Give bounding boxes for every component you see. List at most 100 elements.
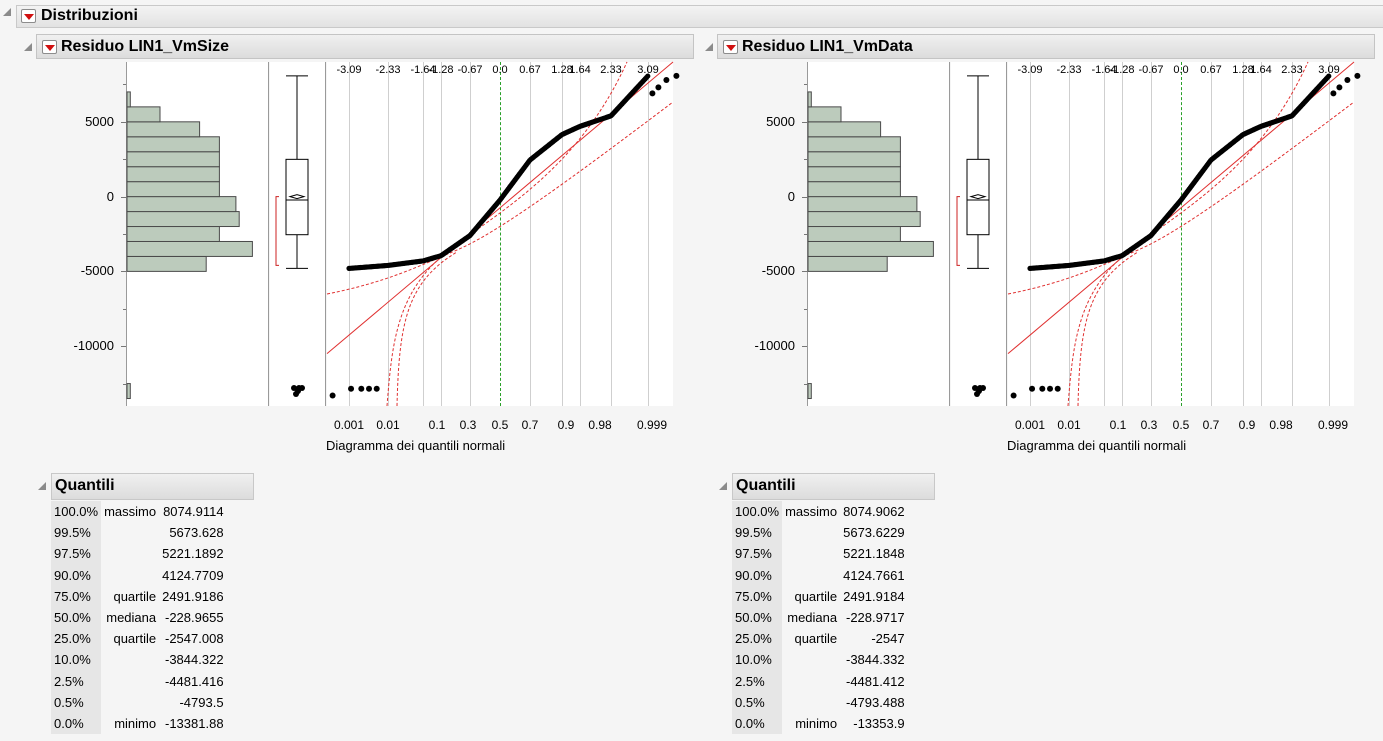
qq-outlier-point bbox=[1330, 90, 1337, 97]
quantile-row: 75.0% quartile 2491.9184 bbox=[732, 585, 908, 607]
normal-quantile-label: -1.64 bbox=[1091, 64, 1117, 76]
shortest-half-bracket bbox=[956, 196, 960, 266]
quantile-percent: 50.0% bbox=[732, 606, 783, 629]
quantile-grid-line bbox=[1292, 62, 1293, 406]
confidence-band-lower-tail bbox=[396, 251, 458, 407]
normal-quantile-label: 0.0 bbox=[492, 64, 508, 76]
quantile-grid-line bbox=[441, 62, 442, 406]
quantiles-table: 100.0% massimo 8074.9062 99.5% 5673.6229 97.5… bbox=[732, 501, 908, 735]
histogram-bar bbox=[126, 121, 201, 138]
quantile-percent: 0.5% bbox=[51, 691, 102, 713]
normal-quantile-label: -3.09 bbox=[336, 64, 362, 76]
probability-tick-label: 0.9 bbox=[557, 418, 575, 432]
probability-tick-label: 0.98 bbox=[1269, 418, 1293, 432]
variable-header: Residuo LIN1_VmData bbox=[717, 34, 1375, 59]
quantile-grid-line bbox=[648, 62, 649, 406]
red-triangle-menu-icon[interactable] bbox=[21, 9, 36, 23]
quantile-row: 90.0% 4124.7709 bbox=[51, 564, 227, 586]
quantile-percent: 25.0% bbox=[732, 628, 783, 650]
quantile-label bbox=[101, 522, 159, 543]
histogram-bar bbox=[126, 151, 220, 168]
qq-outlier-point bbox=[673, 72, 680, 79]
red-triangle-menu-icon[interactable] bbox=[723, 40, 738, 54]
quantile-label: quartile bbox=[794, 588, 838, 604]
red-triangle-menu-icon[interactable] bbox=[42, 40, 57, 54]
y-minor-tick bbox=[123, 308, 126, 310]
normal-quantile-label: 2.33 bbox=[1281, 64, 1303, 76]
probability-tick-label: 0.01 bbox=[1057, 418, 1081, 432]
normal-quantile-label: -0.67 bbox=[457, 64, 483, 76]
quantile-label bbox=[782, 543, 840, 564]
quantile-value: -3844.332 bbox=[846, 652, 905, 668]
histogram-bar bbox=[126, 255, 207, 272]
quantile-label bbox=[101, 543, 159, 564]
quantile-percent: 90.0% bbox=[51, 564, 102, 586]
y-tick-label: 5000 bbox=[85, 113, 114, 129]
quantile-grid-line bbox=[1329, 62, 1330, 406]
confidence-band-lower bbox=[1007, 101, 1355, 295]
quantile-value: 8074.9114 bbox=[163, 504, 224, 520]
histogram-bar bbox=[126, 106, 161, 123]
probability-tick-label: 0.7 bbox=[521, 418, 539, 432]
outlier-point bbox=[976, 388, 982, 395]
y-tick-mark bbox=[121, 196, 126, 198]
y-minor-tick bbox=[123, 159, 126, 161]
histogram-bar bbox=[126, 166, 220, 183]
qq-outlier-point bbox=[1047, 385, 1054, 392]
quantile-label bbox=[782, 565, 840, 586]
quantile-value: -228.9655 bbox=[165, 610, 224, 626]
collapse-triangle-icon[interactable] bbox=[24, 43, 32, 51]
normal-quantile-label: -1.28 bbox=[1109, 64, 1135, 76]
probability-tick-label: 0.9 bbox=[1238, 418, 1256, 432]
quantile-row: 97.5% 5221.1848 bbox=[732, 543, 908, 565]
quantile-label bbox=[101, 692, 159, 713]
quantile-row: 2.5% -4481.412 bbox=[732, 670, 908, 692]
y-tick-label: 5000 bbox=[766, 113, 795, 129]
quantile-grid-line bbox=[1030, 62, 1031, 406]
probability-tick-label: 0.5 bbox=[491, 418, 509, 432]
histogram-bar bbox=[807, 136, 901, 153]
probability-tick-label: 0.98 bbox=[588, 418, 612, 432]
y-tick-label: -5000 bbox=[761, 263, 795, 279]
normal-quantile-label: 0.67 bbox=[1200, 64, 1222, 76]
x-axis-title: Diagramma dei quantili normali bbox=[326, 438, 506, 453]
quantile-row: 0.0% minimo -13381.88 bbox=[51, 712, 227, 735]
histogram-bar bbox=[807, 196, 918, 213]
quantile-row: 75.0% quartile 2491.9186 bbox=[51, 585, 227, 607]
quantile-value: -2547 bbox=[871, 631, 905, 647]
quantile-percent: 2.5% bbox=[51, 670, 102, 692]
histogram-svg bbox=[807, 91, 934, 400]
mean-diamond bbox=[969, 194, 987, 200]
quantile-percent: 100.0% bbox=[51, 501, 102, 523]
quantile-grid-line bbox=[349, 62, 350, 406]
quantile-row: 90.0% 4124.7661 bbox=[732, 564, 908, 586]
qq-outlier-point bbox=[1336, 84, 1343, 91]
quantile-value: 5673.628 bbox=[169, 525, 224, 541]
probability-tick-label: 0.999 bbox=[1317, 418, 1349, 432]
quantile-grid-line bbox=[500, 62, 501, 406]
quantile-value: 4124.7661 bbox=[843, 567, 905, 583]
collapse-triangle-icon[interactable] bbox=[38, 482, 46, 490]
report-title: Distribuzioni bbox=[41, 7, 138, 24]
quantile-label: mediana bbox=[106, 610, 157, 626]
quantile-value: 4124.7709 bbox=[162, 567, 224, 583]
histogram-svg bbox=[126, 91, 253, 400]
normal-quantile-label: -2.33 bbox=[375, 64, 401, 76]
y-tick-mark bbox=[802, 271, 807, 273]
quantile-percent: 0.0% bbox=[51, 712, 102, 735]
quantile-row: 97.5% 5221.1892 bbox=[51, 543, 227, 565]
collapse-triangle-icon[interactable] bbox=[705, 43, 713, 51]
qq-data-point bbox=[645, 73, 651, 79]
histogram-bar bbox=[126, 91, 131, 108]
quantile-percent: 25.0% bbox=[51, 628, 102, 650]
histogram-bar bbox=[126, 181, 220, 198]
histogram-bar bbox=[807, 181, 901, 198]
collapse-triangle-icon[interactable] bbox=[3, 8, 11, 16]
quantile-row: 50.0% mediana -228.9717 bbox=[732, 606, 908, 629]
collapse-triangle-icon[interactable] bbox=[719, 482, 727, 490]
normal-quantile-label: 0.0 bbox=[1173, 64, 1189, 76]
confidence-band-lower bbox=[326, 101, 674, 295]
boxplot-svg bbox=[956, 75, 990, 398]
quantile-value: -4481.412 bbox=[846, 673, 905, 689]
y-tick-mark bbox=[121, 346, 126, 348]
